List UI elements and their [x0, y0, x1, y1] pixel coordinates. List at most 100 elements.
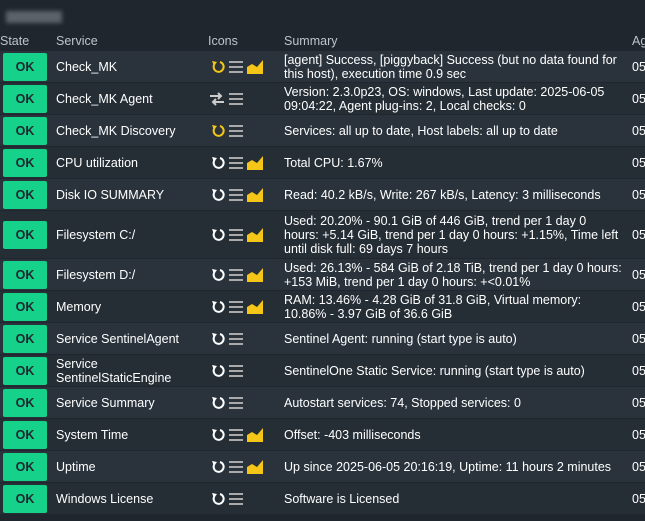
icons-cell — [208, 387, 284, 418]
age: 05 — [632, 483, 645, 514]
row-icons[interactable] — [208, 122, 284, 140]
row-icons[interactable] — [208, 90, 284, 108]
row-icons[interactable] — [208, 394, 284, 412]
summary: Read: 40.2 kB/s, Write: 267 kB/s, Latenc… — [284, 179, 632, 210]
state-badge[interactable]: OK — [3, 220, 47, 249]
service-name[interactable]: Check_MK Discovery — [50, 115, 208, 146]
service-name[interactable]: Filesystem C:/ — [50, 211, 208, 258]
blurred-title — [6, 11, 62, 23]
service-row: OK Service Summary Autostart services: 74,… — [0, 387, 645, 418]
age: 05 — [632, 355, 645, 386]
age: 05 — [632, 115, 645, 146]
state-cell: OK — [0, 419, 50, 450]
row-icons[interactable] — [208, 426, 284, 444]
row-icons[interactable] — [208, 226, 284, 244]
state-badge[interactable]: OK — [3, 52, 47, 81]
icons-cell — [208, 291, 284, 322]
row-icons[interactable] — [208, 186, 284, 204]
summary: SentinelOne Static Service: running (sta… — [284, 355, 632, 386]
summary: Services: all up to date, Host labels: a… — [284, 115, 632, 146]
age: 05 — [632, 51, 645, 82]
state-badge[interactable]: OK — [3, 260, 47, 289]
age: 05 — [632, 83, 645, 114]
state-cell: OK — [0, 115, 50, 146]
service-name[interactable]: Check_MK Agent — [50, 83, 208, 114]
column-header[interactable]: Ag — [632, 34, 645, 48]
state-cell: OK — [0, 259, 50, 290]
state-badge[interactable]: OK — [3, 84, 47, 113]
state-cell: OK — [0, 83, 50, 114]
icons-cell — [208, 259, 284, 290]
service-row: OK Windows License Software is Licensed 05 — [0, 483, 645, 514]
summary: Offset: -403 milliseconds — [284, 419, 632, 450]
icons-cell — [208, 483, 284, 514]
row-icons[interactable] — [208, 330, 284, 348]
state-badge[interactable]: OK — [3, 116, 47, 145]
state-cell: OK — [0, 51, 50, 82]
age: 05 — [632, 291, 645, 322]
state-badge[interactable]: OK — [3, 388, 47, 417]
icons-cell — [208, 115, 284, 146]
summary: Version: 2.3.0p23, OS: windows, Last upd… — [284, 83, 632, 114]
summary: Software is Licensed — [284, 483, 632, 514]
state-cell: OK — [0, 291, 50, 322]
service-row: OK Uptime Up since 2025-06-05 20:16:19, Up… — [0, 451, 645, 482]
summary: RAM: 13.46% - 4.28 GiB of 31.8 GiB, Virt… — [284, 291, 632, 322]
state-cell: OK — [0, 451, 50, 482]
state-badge[interactable]: OK — [3, 324, 47, 353]
row-icons[interactable] — [208, 490, 284, 508]
state-badge[interactable]: OK — [3, 180, 47, 209]
service-name[interactable]: Disk IO SUMMARY — [50, 179, 208, 210]
state-cell: OK — [0, 387, 50, 418]
summary: Sentinel Agent: running (start type is a… — [284, 323, 632, 354]
state-badge[interactable]: OK — [3, 356, 47, 385]
service-row: OK Check_MK [agent] Success, [piggyback] S… — [0, 51, 645, 82]
service-name[interactable]: Service SentinelAgent — [50, 323, 208, 354]
row-icons[interactable] — [208, 362, 284, 380]
service-row: OK Check_MK Discovery Services: all up to … — [0, 115, 645, 146]
top-bar — [0, 0, 645, 30]
service-name[interactable]: System Time — [50, 419, 208, 450]
row-icons[interactable] — [208, 458, 284, 476]
column-header[interactable]: Service — [56, 34, 98, 48]
state-badge[interactable]: OK — [3, 452, 47, 481]
age: 05 — [632, 147, 645, 178]
row-icons[interactable] — [208, 58, 284, 76]
state-badge[interactable]: OK — [3, 148, 47, 177]
service-name[interactable]: Check_MK — [50, 51, 208, 82]
service-name[interactable]: Filesystem D:/ — [50, 259, 208, 290]
row-icons[interactable] — [208, 298, 284, 316]
icons-cell — [208, 451, 284, 482]
state-cell: OK — [0, 211, 50, 258]
service-row: OK Service SentinelStaticEngine SentinelOn… — [0, 355, 645, 386]
service-name[interactable]: CPU utilization — [50, 147, 208, 178]
column-header[interactable]: Icons — [208, 34, 238, 48]
service-name[interactable]: Service SentinelStaticEngine — [50, 355, 208, 386]
state-cell: OK — [0, 483, 50, 514]
column-header[interactable]: State — [0, 34, 30, 48]
header-row: State Service Icons Summary Ag — [0, 32, 645, 50]
state-cell: OK — [0, 355, 50, 386]
icons-cell — [208, 147, 284, 178]
state-badge[interactable]: OK — [3, 420, 47, 449]
row-icons[interactable] — [208, 266, 284, 284]
column-header[interactable]: Summary — [284, 34, 338, 48]
age: 05 — [632, 211, 645, 258]
service-row: OK Memory RAM: 13.46% - 4.28 GiB of 31.8 G… — [0, 291, 645, 322]
icons-cell — [208, 355, 284, 386]
state-badge[interactable]: OK — [3, 484, 47, 513]
age: 05 — [632, 323, 645, 354]
service-name[interactable]: Windows License — [50, 483, 208, 514]
service-name[interactable]: Service Summary — [50, 387, 208, 418]
state-badge[interactable]: OK — [3, 292, 47, 321]
icons-cell — [208, 51, 284, 82]
state-cell: OK — [0, 179, 50, 210]
service-row: OK System Time Offset: -403 milliseconds 05 — [0, 419, 645, 450]
service-name[interactable]: Uptime — [50, 451, 208, 482]
icons-cell — [208, 211, 284, 258]
age: 05 — [632, 451, 645, 482]
row-icons[interactable] — [208, 154, 284, 172]
service-name[interactable]: Memory — [50, 291, 208, 322]
summary: Up since 2025-06-05 20:16:19, Uptime: 11… — [284, 451, 632, 482]
